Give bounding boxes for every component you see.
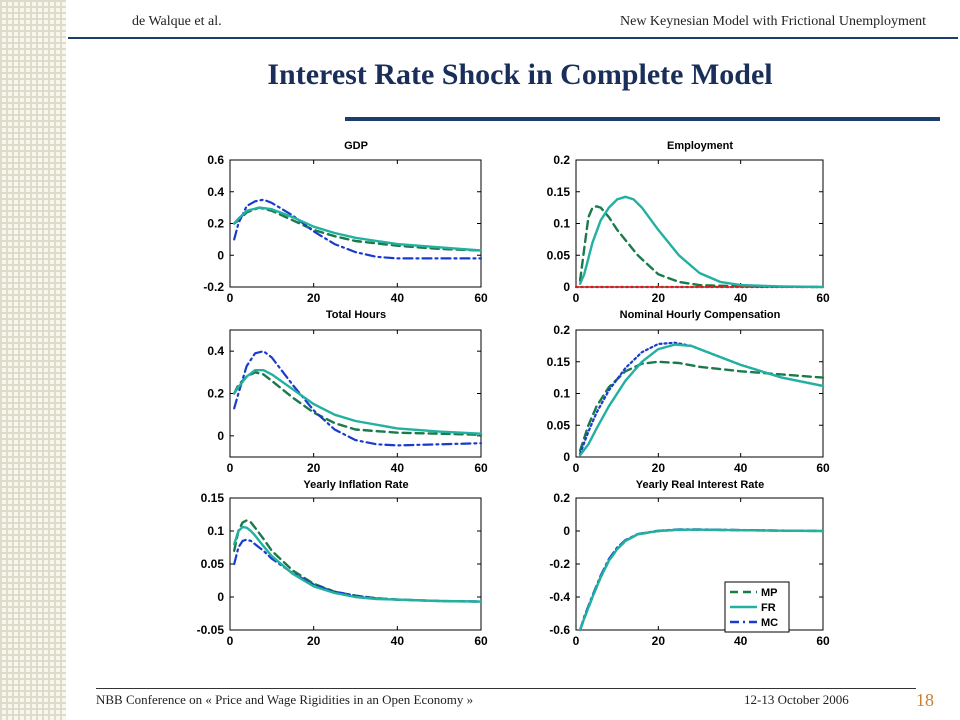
y-tick-label: 0.2 [207, 217, 224, 231]
title-rule [345, 117, 940, 121]
gdp-title: GDP [344, 140, 368, 152]
x-tick-label: 20 [652, 291, 666, 305]
chart-employment: Employment 0 20 40 60 0 0.05 0.1 0.15 0.2 [547, 140, 830, 305]
x-tick-label: 60 [816, 291, 830, 305]
y-tick-label: 0.15 [201, 491, 225, 505]
x-tick-label: 0 [573, 634, 580, 648]
header-rule [68, 37, 958, 39]
x-tick-label: 20 [307, 461, 321, 475]
y-tick-label: -0.4 [549, 590, 570, 604]
y-tick-label: -0.2 [549, 557, 570, 571]
y-tick-label: 0.2 [553, 323, 570, 337]
chart-total-hours: Total Hours 0 20 40 60 0 0.2 0.4 [207, 309, 488, 475]
total-hours-series-fr [232, 369, 483, 435]
decorative-stripe [0, 0, 66, 720]
gdp-series-mc [233, 198, 483, 260]
y-tick-label: 0.6 [207, 153, 224, 167]
y-tick-label: -0.05 [197, 623, 225, 637]
chart-nominal-hourly-compensation: Nominal Hourly Compensation 0 20 40 60 0 0.05 0… [547, 309, 830, 475]
y-tick-label: 0.1 [207, 524, 224, 538]
yearly-inflation-rate-plot-frame [229, 497, 482, 631]
header-authors: de Walque et al. [132, 14, 222, 29]
footer-rule [96, 688, 916, 689]
x-tick-label: 20 [307, 634, 321, 648]
y-tick-label: 0 [217, 248, 224, 262]
y-tick-label: 0.2 [553, 491, 570, 505]
legend-label-fr: FR [761, 602, 776, 614]
gdp-series-fr [232, 206, 483, 252]
slide-title: Interest Rate Shock in Complete Model [267, 58, 773, 91]
x-tick-label: 20 [652, 461, 666, 475]
yearly-real-interest-rate-title: Yearly Real Interest Rate [636, 479, 764, 491]
y-tick-label: 0.1 [553, 387, 570, 401]
y-tick-label: 0 [563, 524, 570, 538]
yearly-inflation-rate-title: Yearly Inflation Rate [303, 479, 408, 491]
employment-series-mp [578, 205, 825, 289]
y-tick-label: 0.4 [207, 344, 224, 358]
y-tick-label: -0.2 [203, 280, 224, 294]
x-tick-label: 0 [227, 634, 234, 648]
yearly-real-interest-rate-series-fr [578, 528, 825, 632]
y-tick-label: 0 [563, 450, 570, 464]
header-topic: New Keynesian Model with Frictional Unem… [620, 14, 926, 29]
x-tick-label: 20 [652, 634, 666, 648]
nominal-hourly-compensation-title: Nominal Hourly Compensation [620, 309, 781, 321]
x-tick-label: 60 [474, 291, 488, 305]
y-tick-label: 0.15 [547, 355, 571, 369]
x-tick-label: 40 [391, 291, 405, 305]
employment-title: Employment [667, 140, 733, 152]
y-tick-label: 0.15 [547, 185, 571, 199]
x-tick-label: 40 [734, 291, 748, 305]
x-tick-label: 60 [474, 461, 488, 475]
x-tick-label: 0 [573, 291, 580, 305]
y-tick-label: 0 [217, 590, 224, 604]
footer-conference: NBB Conference on « Price and Wage Rigid… [96, 692, 474, 707]
employment-series-fr [578, 195, 825, 289]
chart-yearly-real-interest-rate: Yearly Real Interest Rate 0 20 40 60 -0.6 -0.4… [549, 479, 830, 648]
page-number: 18 [916, 690, 934, 710]
employment-plot-frame [575, 159, 824, 288]
y-tick-label: 0 [563, 280, 570, 294]
x-tick-label: 0 [227, 291, 234, 305]
legend-label-mc: MC [761, 617, 778, 629]
y-tick-label: 0.4 [207, 185, 224, 199]
x-tick-label: 40 [734, 461, 748, 475]
x-tick-label: 0 [573, 461, 580, 475]
nominal-hourly-compensation-series-mp [578, 360, 825, 452]
x-tick-label: 40 [391, 461, 405, 475]
y-tick-label: 0.05 [547, 418, 571, 432]
gdp-plot-frame [229, 159, 482, 288]
x-tick-label: 60 [474, 634, 488, 648]
total-hours-title: Total Hours [326, 309, 386, 321]
y-tick-label: 0.2 [207, 387, 224, 401]
yearly-inflation-rate-series-fr [232, 525, 483, 603]
y-tick-label: 0.05 [547, 248, 571, 262]
total-hours-plot-frame [229, 329, 482, 458]
x-tick-label: 0 [227, 461, 234, 475]
x-tick-label: 40 [391, 634, 405, 648]
legend: MP FR MC [724, 581, 790, 633]
x-tick-label: 20 [307, 291, 321, 305]
y-tick-label: 0.1 [553, 217, 570, 231]
footer-date: 12-13 October 2006 [744, 692, 849, 707]
legend-label-mp: MP [761, 587, 778, 599]
y-tick-label: -0.6 [549, 623, 570, 637]
nominal-hourly-compensation-series-fr [578, 343, 825, 457]
y-tick-label: 0 [217, 429, 224, 443]
x-tick-label: 60 [816, 634, 830, 648]
y-tick-label: 0.2 [553, 153, 570, 167]
x-tick-label: 60 [816, 461, 830, 475]
y-tick-label: 0.05 [201, 557, 225, 571]
x-tick-label: 40 [734, 634, 748, 648]
